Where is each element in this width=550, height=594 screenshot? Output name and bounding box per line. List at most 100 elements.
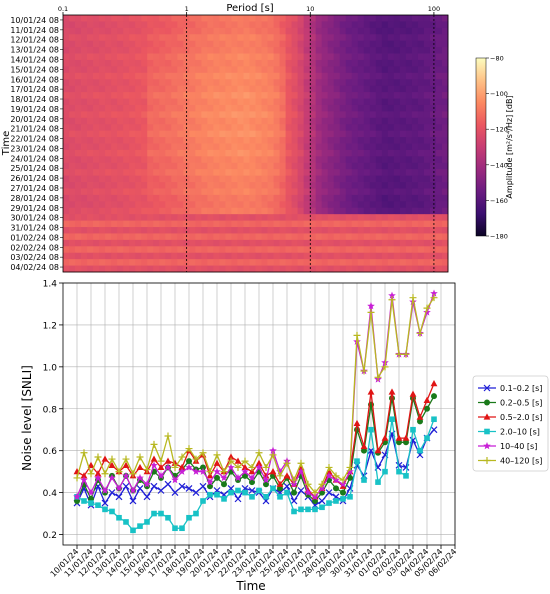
heatmap-cell (405, 34, 413, 42)
heatmap-cell (111, 15, 118, 22)
data-point-marker (416, 413, 424, 420)
heatmap-cell (189, 34, 196, 42)
heatmap-cell (171, 124, 178, 132)
heatmap-cell (441, 98, 449, 106)
heatmap-cell (207, 214, 214, 221)
heatmap-cell (249, 59, 256, 67)
heatmap-cell (165, 201, 172, 209)
heatmap-cell (375, 207, 383, 215)
heatmap-cell (231, 124, 238, 132)
heatmap-cell (417, 34, 425, 42)
heatmap-cell (279, 214, 286, 221)
heatmap-cell (105, 130, 112, 138)
heatmap-cell (249, 85, 256, 93)
heatmap-cell (141, 47, 148, 54)
heatmap-cell (87, 201, 94, 209)
data-point-marker (186, 458, 192, 465)
heatmap-cell (399, 15, 407, 22)
heatmap-cell (147, 47, 154, 54)
heatmap-cell (171, 149, 178, 157)
heatmap-cell (213, 15, 220, 22)
heatmap-cell (153, 220, 160, 228)
heatmap-cell (345, 162, 353, 170)
heatmap-cell (393, 92, 401, 99)
heatmap-cell (297, 175, 305, 183)
data-point-marker (402, 434, 410, 441)
heatmap-cell (177, 149, 184, 157)
heatmap-cell (153, 233, 160, 241)
heatmap-cell (435, 59, 443, 67)
heatmap-cell (231, 15, 238, 22)
heatmap-cell (219, 40, 226, 48)
heatmap-cell (321, 143, 329, 151)
heatmap-cell (285, 239, 292, 247)
data-point-marker (178, 453, 186, 461)
heatmap-cell (195, 79, 202, 87)
heatmap-cell (429, 92, 437, 99)
heatmap-y-tick-label: 30/01/24 08 (10, 214, 59, 223)
heatmap-cell (261, 27, 268, 35)
heatmap-cell (99, 111, 106, 119)
heatmap-cell (237, 104, 244, 112)
heatmap-cell (381, 66, 389, 74)
heatmap-cell (339, 169, 347, 177)
heatmap-cell (243, 207, 250, 215)
heatmap-cell (117, 47, 124, 54)
heatmap-cell (129, 21, 136, 29)
heatmap-cell (135, 15, 142, 22)
heatmap-cell (177, 214, 184, 221)
heatmap-cell (387, 15, 395, 22)
heatmap-cell (357, 117, 365, 125)
heatmap-cell (243, 111, 250, 119)
heatmap-cell (117, 98, 124, 106)
heatmap-cell (225, 117, 232, 125)
heatmap-cell (327, 124, 335, 132)
heatmap-cell (237, 265, 244, 273)
heatmap-cell (219, 201, 226, 209)
heatmap-x-tick-label: 10 (306, 5, 314, 13)
heatmap-cell (285, 175, 292, 183)
heatmap-cell (105, 214, 112, 221)
heatmap-panel: Period [s] 0.1 1 10 100 10/01/24 0811/01/24… (1, 3, 449, 273)
heatmap-cell (351, 194, 359, 202)
heatmap-cell (423, 239, 431, 247)
heatmap-cell (441, 149, 449, 157)
heatmap-cell (141, 214, 148, 221)
heatmap-cell (441, 59, 449, 67)
heatmap-cell (165, 259, 172, 266)
heatmap-cell (153, 265, 160, 273)
heatmap-cell (327, 117, 335, 125)
heatmap-cell (303, 265, 311, 273)
heatmap-cell (321, 265, 329, 273)
heatmap-cell (273, 98, 280, 106)
heatmap-cell (99, 143, 106, 151)
heatmap-cell (339, 201, 347, 209)
data-point-marker (248, 463, 256, 471)
heatmap-cell (207, 182, 214, 189)
heatmap-cell (129, 137, 136, 144)
heatmap-cell (405, 214, 413, 221)
heatmap-cell (435, 182, 443, 189)
heatmap-cell (255, 27, 262, 35)
heatmap-cell (441, 21, 449, 29)
heatmap-cell (267, 143, 274, 151)
heatmap-cell (201, 15, 208, 22)
heatmap-cell (147, 169, 154, 177)
heatmap-cell (333, 207, 341, 215)
heatmap-cell (201, 227, 208, 234)
heatmap-cell (123, 227, 130, 234)
heatmap-cell (417, 265, 425, 273)
heatmap-cell (171, 162, 178, 170)
heatmap-cell (201, 27, 208, 35)
heatmap-cell (165, 143, 172, 151)
heatmap-cell (393, 259, 401, 266)
heatmap-cell (219, 149, 226, 157)
heatmap-cell (375, 220, 383, 228)
heatmap-cell (273, 227, 280, 234)
data-point-marker (122, 482, 130, 490)
heatmap-cell (381, 85, 389, 93)
heatmap-cell (105, 194, 112, 202)
heatmap-cell (165, 137, 172, 144)
heatmap-cell (393, 156, 401, 164)
data-point-marker (423, 308, 431, 316)
